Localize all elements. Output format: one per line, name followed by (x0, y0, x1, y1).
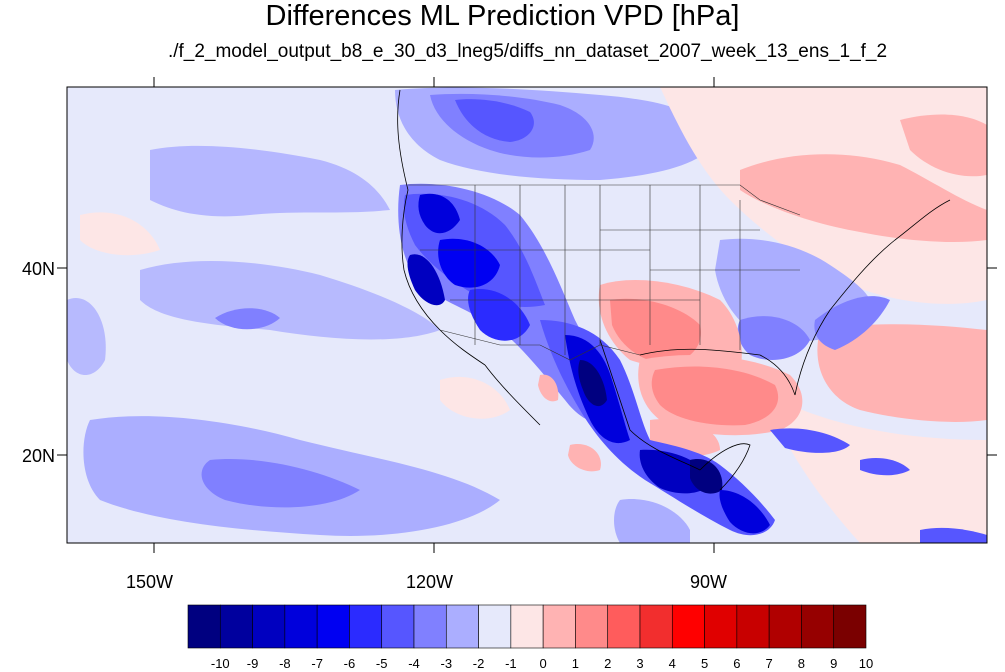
field-contour-blue-hispaniola (860, 458, 910, 476)
coastline-canada-pacific (397, 89, 409, 191)
colorbar-label: 10 (858, 656, 874, 671)
colorbar-label: -5 (375, 656, 388, 671)
coastline-yucatan (699, 443, 751, 491)
field-contour-light-blue-southern-pacific (614, 499, 690, 543)
colorbar (187, 604, 867, 649)
colorbar-swatch (736, 604, 770, 649)
state-borders (408, 184, 801, 361)
field-contour-blue-arizona (468, 289, 530, 341)
colorbar-label: -10 (210, 656, 230, 671)
coastlines (397, 89, 951, 491)
coastline-mexico-gulf (599, 339, 701, 471)
border-eastern-states (699, 185, 741, 350)
colorbar-swatch (704, 604, 738, 649)
colorbar-swatch (219, 604, 253, 649)
colorbar-label: -7 (311, 656, 323, 671)
map-subtitle: ./f_2_model_output_b8_e_30_d3_lneg5/diff… (167, 41, 888, 62)
field-contour-mid-blue-pacific-patch (215, 308, 280, 330)
lon-label-150w: 150W (126, 572, 174, 592)
field-contour-pink-pacific-mexico (568, 444, 601, 472)
colorbar-swatch (284, 604, 318, 649)
field-contour-darkest-blue-sierra-madre (578, 360, 607, 407)
colorbar-label: -8 (279, 656, 291, 671)
field-contour-pink-atlantic (817, 324, 987, 422)
field-contour-deep-blue-central-america (719, 490, 770, 534)
lon-label-120w: 120W (406, 572, 454, 592)
map-title: Differences ML Prediction VPD [hPa] (265, 0, 740, 32)
colorbar-swatch (445, 604, 479, 649)
colorbar-label: -9 (246, 656, 259, 671)
field-contour-blue-caribbean-south (920, 527, 987, 543)
colorbar-swatch (542, 604, 576, 649)
field-contour-pink-pacific-nw (80, 212, 160, 256)
field-contour-darkest-blue-gulf-coast (690, 459, 723, 494)
axis-ticks (57, 77, 997, 553)
field-contour-light-blue-pacific-north (150, 145, 390, 217)
field-contour-pink-pacific-se (440, 376, 510, 419)
map-frame (66, 86, 988, 544)
colorbar-label: -3 (440, 656, 453, 671)
colorbar-swatch (510, 604, 544, 649)
field-contour-mid-blue-pacific-south (201, 459, 360, 508)
border-us-mexico (439, 329, 641, 361)
field-contour-deep-blue-pacific-nw (418, 193, 460, 234)
colorbar-label: 0 (539, 656, 547, 671)
colorbar-label: -2 (472, 656, 485, 671)
coastline-pacific-west (401, 189, 486, 366)
lat-label-20n: 20N (22, 446, 56, 466)
colorbar-label: 7 (765, 656, 773, 671)
coastline-atlantic (794, 199, 951, 396)
field-contour-deep-blue-great-basin (438, 238, 500, 288)
colorbar-swatch (575, 604, 609, 649)
border-state-grid-columns (474, 185, 651, 355)
colorbar-label: 4 (668, 656, 676, 671)
colorbar-swatch (381, 604, 415, 649)
field-contour-pink-newfoundland (900, 114, 987, 177)
lon-label-90w: 90W (690, 572, 728, 592)
field-contour-deep-blue-california (407, 254, 445, 306)
colorbar-label: 1 (571, 656, 580, 671)
field-contour-pink-baja-coast (538, 374, 559, 402)
colorbar-swatch (833, 604, 867, 649)
coastline-baja (484, 364, 541, 426)
colorbar-label: 8 (797, 656, 806, 671)
colorbar-swatch (801, 604, 835, 649)
border-us-canada (408, 184, 801, 216)
field-contour-blue-cuba (770, 428, 850, 453)
map-field (67, 87, 987, 543)
border-state-grid-rows (420, 229, 800, 301)
colorbar-swatch (316, 604, 350, 649)
coastline-gulf-coast (639, 348, 796, 396)
field-contour-pink-canada-east (740, 154, 987, 243)
field-contour-mid-blue-carolina-coast (814, 296, 890, 350)
colorbar-swatch (768, 604, 802, 649)
field-contour-light-blue-pacific-west (67, 298, 106, 375)
colorbar-label: 3 (636, 656, 644, 671)
colorbar-label: -6 (343, 656, 356, 671)
lat-label-40n: 40N (22, 259, 56, 279)
field-contour-light-blue-pacific-central (140, 260, 440, 340)
colorbar-swatch (252, 604, 286, 649)
colorbar-label: -1 (505, 656, 517, 671)
field-contour-mid-blue-southeast (737, 316, 810, 360)
field-contour-blue-canada-core (455, 99, 534, 142)
colorbar-label: -4 (408, 656, 420, 671)
colorbar-swatch (187, 604, 221, 649)
colorbar-label: 5 (700, 656, 709, 671)
field-contour-red-gulf (651, 366, 779, 426)
colorbar-label: 6 (733, 656, 741, 671)
colorbar-swatch (639, 604, 673, 649)
colorbar-swatch (478, 604, 512, 649)
colorbar-swatch (607, 604, 641, 649)
colorbar-label: 2 (604, 656, 612, 671)
colorbar-swatch (671, 604, 705, 649)
colorbar-swatch (349, 604, 383, 649)
colorbar-label: 9 (830, 656, 838, 671)
field-contour-red-texas (610, 298, 701, 365)
colorbar-swatch (413, 604, 447, 649)
